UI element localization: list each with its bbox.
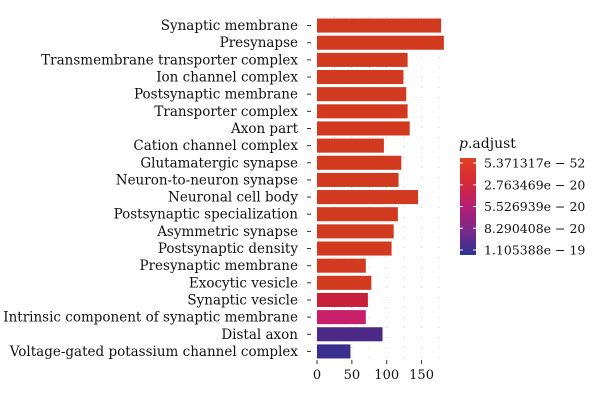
category-label: Ion channel complex bbox=[156, 70, 298, 86]
bar bbox=[317, 292, 368, 308]
bar bbox=[317, 327, 383, 342]
category-labels: Synaptic membranePresynapseTransmembrane… bbox=[3, 18, 311, 360]
category-label: Exocytic vesicle bbox=[189, 275, 298, 291]
bar bbox=[317, 190, 419, 205]
category-label: Presynaptic membrane bbox=[140, 258, 298, 274]
legend-label: 1.105388e − 19 bbox=[484, 243, 585, 258]
category-label: Synaptic vesicle bbox=[187, 292, 298, 308]
category-label: Transporter complex bbox=[154, 104, 298, 120]
bars bbox=[317, 18, 444, 359]
category-label: Neuron-to-neuron synapse bbox=[116, 172, 298, 188]
x-tick-label: 0 bbox=[313, 368, 321, 383]
category-label: Voltage-gated potassium channel complex bbox=[9, 344, 299, 360]
legend: p.adjust 5.371317e − 52 2.763469e − 20 5.52… bbox=[459, 136, 585, 258]
bar bbox=[317, 224, 394, 239]
category-label: Axon part bbox=[230, 121, 299, 137]
category-label: Intrinsic component of synaptic membrane bbox=[3, 310, 298, 326]
x-tick-label: 50 bbox=[344, 368, 361, 383]
category-label: Distal axon bbox=[221, 327, 298, 343]
bar bbox=[317, 104, 408, 119]
x-tick-label: 150 bbox=[409, 368, 434, 383]
category-label: Glutamatergic synapse bbox=[140, 155, 298, 171]
x-tick-label: 100 bbox=[374, 368, 399, 383]
category-label: Presynapse bbox=[220, 35, 298, 51]
category-label: Postsynaptic density bbox=[158, 241, 299, 257]
bar bbox=[317, 87, 407, 102]
plot-panel bbox=[311, 17, 449, 360]
bar bbox=[317, 275, 372, 290]
category-label: Cation channel complex bbox=[133, 138, 298, 154]
bar bbox=[317, 172, 399, 187]
legend-title: p.adjust bbox=[459, 136, 516, 152]
bar bbox=[317, 138, 384, 153]
bar bbox=[317, 258, 366, 273]
legend-label: 8.290408e − 20 bbox=[484, 221, 585, 236]
legend-title-rest: .adjust bbox=[468, 136, 516, 152]
category-label: Postsynaptic membrane bbox=[134, 87, 298, 103]
legend-title-italic: p bbox=[459, 136, 468, 152]
category-label: Neuronal cell body bbox=[168, 190, 298, 206]
category-label: Postsynaptic specialization bbox=[114, 207, 299, 223]
legend-label: 5.371317e − 52 bbox=[484, 156, 585, 171]
bar bbox=[317, 18, 442, 33]
legend-label: 5.526939e − 20 bbox=[484, 199, 585, 214]
category-label: Asymmetric synapse bbox=[156, 224, 298, 240]
category-label: Transmembrane transporter complex bbox=[41, 52, 298, 68]
bar bbox=[317, 35, 444, 50]
bar bbox=[317, 155, 402, 170]
category-label: Synaptic membrane bbox=[161, 18, 298, 34]
bar bbox=[317, 69, 404, 85]
legend-colorbar bbox=[460, 158, 476, 255]
bar bbox=[317, 241, 392, 256]
bar bbox=[317, 344, 351, 359]
legend-label: 2.763469e − 20 bbox=[484, 177, 585, 192]
bar bbox=[317, 121, 410, 136]
bar bbox=[317, 310, 366, 325]
bar bbox=[317, 207, 398, 222]
x-axis: 0 50 100 150 bbox=[313, 360, 434, 383]
bar bbox=[317, 52, 408, 67]
